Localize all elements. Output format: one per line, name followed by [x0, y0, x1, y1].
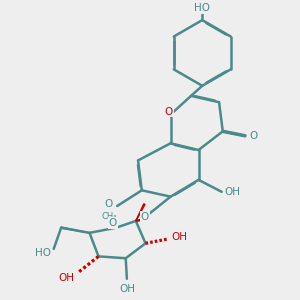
Text: O: O — [164, 106, 173, 117]
Text: OH: OH — [224, 187, 240, 197]
Text: CH₃: CH₃ — [101, 212, 117, 221]
Text: HO: HO — [35, 248, 51, 258]
Text: O: O — [105, 200, 113, 209]
Text: HO: HO — [194, 3, 210, 13]
Polygon shape — [136, 219, 142, 221]
Text: OH: OH — [59, 273, 75, 283]
Polygon shape — [136, 204, 145, 221]
Text: OH: OH — [171, 232, 187, 242]
Text: OH: OH — [120, 284, 136, 294]
Text: O: O — [109, 218, 117, 228]
Text: O: O — [141, 212, 149, 222]
Text: O: O — [249, 131, 257, 141]
Polygon shape — [61, 227, 89, 233]
